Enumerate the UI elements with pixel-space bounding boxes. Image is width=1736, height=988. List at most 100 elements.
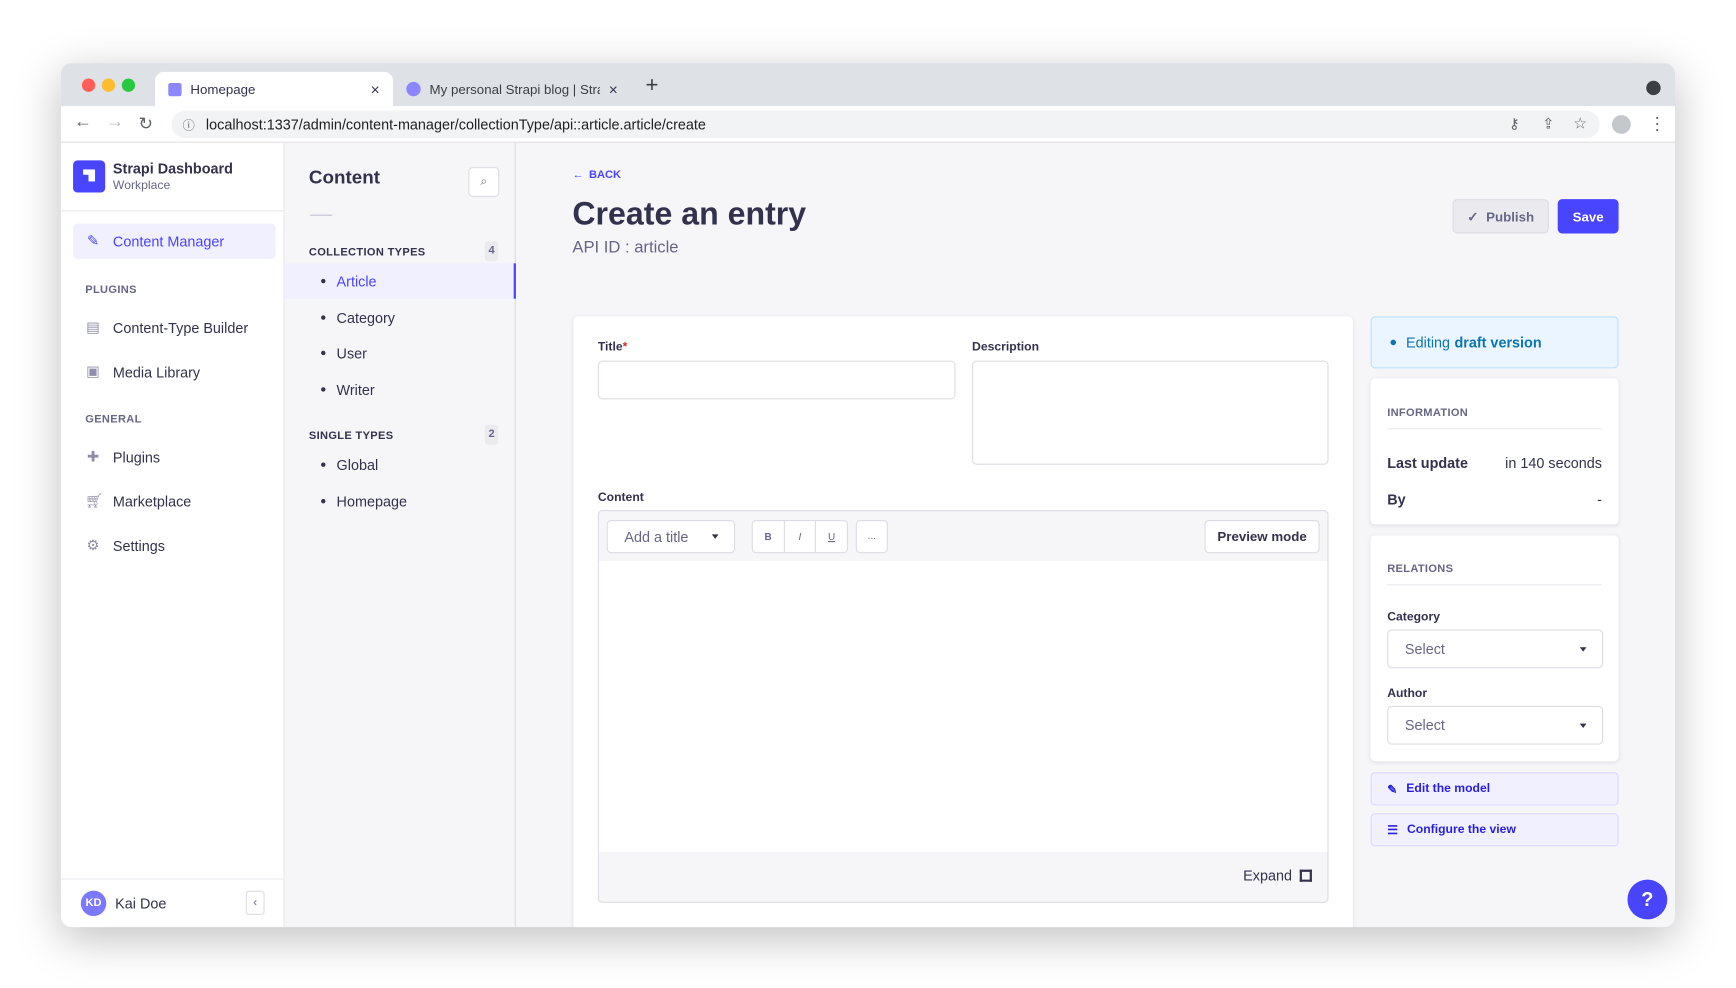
divider — [309, 214, 333, 216]
brand-subtitle: Workplace — [112, 179, 171, 193]
reload-icon[interactable]: ↻ — [138, 115, 154, 134]
browser-tab-homepage[interactable]: Homepage × — [154, 71, 394, 107]
list-item-label: Category — [336, 309, 395, 326]
list-item-label: Homepage — [336, 492, 407, 510]
close-window-button[interactable] — [81, 78, 96, 92]
panel-title: Content — [308, 167, 380, 189]
close-tab-icon[interactable]: × — [370, 80, 380, 98]
browser-tab-blog[interactable]: My personal Strapi blog | Strap × — [393, 72, 631, 106]
count-badge: 2 — [484, 424, 499, 445]
publish-button[interactable]: ✓ Publish — [1452, 199, 1549, 234]
close-tab-icon[interactable]: × — [608, 80, 618, 98]
forward-nav-icon[interactable]: → — [106, 112, 124, 132]
sidebar-item-media-library[interactable]: ▣ Media Library — [73, 354, 276, 389]
list-item-writer[interactable]: Writer — [285, 372, 516, 407]
tab-search-icon[interactable] — [1646, 80, 1661, 96]
image-icon: ▣ — [86, 362, 100, 380]
divider — [1387, 428, 1602, 430]
content-panel: Content ⌕ COLLECTION TYPES 4 Article Cat… — [284, 142, 516, 928]
more-options-button[interactable]: ... — [855, 520, 888, 554]
list-item-article[interactable]: Article — [284, 263, 516, 299]
draft-status-banner: Editing draft version — [1370, 316, 1619, 369]
heading-select[interactable]: Add a title — [606, 520, 736, 554]
last-update-label: Last update — [1387, 454, 1468, 472]
bold-button[interactable]: B — [753, 521, 785, 553]
pencil-icon: ✎ — [86, 232, 100, 249]
arrow-left-icon: ← — [572, 169, 584, 182]
search-icon: ⌕ — [480, 174, 488, 189]
user-name[interactable]: Kai Doe — [115, 895, 167, 912]
sidebar-item-plugins[interactable]: ✚ Plugins — [73, 439, 276, 474]
back-link[interactable]: ← BACK — [572, 169, 621, 181]
back-label: BACK — [588, 169, 621, 182]
sidebar-item-settings[interactable]: ⚙ Settings — [73, 528, 276, 563]
chevron-down-icon — [711, 534, 719, 539]
list-item-label: Global — [336, 456, 379, 473]
sidebar-item-label: Plugins — [112, 448, 161, 466]
url-field[interactable]: ⓘ localhost:1337/admin/content-manager/c… — [171, 110, 1600, 139]
profile-icon[interactable] — [1611, 115, 1631, 134]
configure-view-button[interactable]: ☰ Configure the view — [1370, 813, 1619, 847]
list-icon: ☰ — [1387, 823, 1399, 837]
list-item-label: Writer — [336, 381, 375, 398]
by-label: By — [1387, 491, 1406, 508]
list-item-homepage[interactable]: Homepage — [285, 483, 516, 518]
minimize-window-button[interactable] — [101, 78, 116, 92]
collapse-sidebar-button[interactable]: ‹ — [245, 890, 265, 915]
main-sidebar: Strapi Dashboard Workplace ✎ Content Man… — [60, 142, 285, 928]
tab-bar: Homepage × My personal Strapi blog | Str… — [60, 63, 1676, 107]
list-item-user[interactable]: User — [285, 335, 516, 370]
count-badge: 4 — [484, 241, 499, 262]
italic-button[interactable]: I — [785, 521, 817, 553]
description-label: Description — [972, 340, 1040, 355]
button-label: Configure the view — [1406, 823, 1516, 837]
author-label: Author — [1387, 687, 1428, 701]
author-select[interactable]: Select — [1387, 705, 1604, 745]
preview-mode-button[interactable]: Preview mode — [1204, 520, 1320, 554]
tab-title: Homepage — [190, 81, 256, 97]
new-tab-button[interactable]: + — [645, 73, 659, 98]
draft-strong: draft version — [1454, 334, 1542, 351]
list-item-category[interactable]: Category — [285, 300, 516, 335]
cart-icon: 🛒︎ — [85, 492, 104, 509]
status-dot-icon — [1390, 339, 1397, 346]
by-value: - — [1597, 491, 1602, 508]
list-item-label: User — [336, 344, 367, 362]
category-select[interactable]: Select — [1387, 629, 1604, 669]
sidebar-item-content-manager[interactable]: ✎ Content Manager — [73, 223, 276, 259]
sidebar-item-marketplace[interactable]: 🛒︎ Marketplace — [73, 483, 276, 518]
save-button[interactable]: Save — [1557, 199, 1619, 234]
page-title: Create an entry — [572, 196, 807, 233]
favicon-icon — [406, 81, 421, 97]
layout-icon: ▤ — [86, 318, 100, 336]
bookmark-star-icon[interactable]: ☆ — [1573, 113, 1588, 132]
back-nav-icon[interactable]: ← — [74, 112, 92, 132]
information-card: INFORMATION Last update in 140 seconds B… — [1370, 378, 1619, 525]
divider — [60, 878, 285, 880]
browser-window: Homepage × My personal Strapi blog | Str… — [60, 63, 1676, 928]
sidebar-item-label: Content Manager — [112, 232, 225, 250]
menu-kebab-icon[interactable]: ⋮ — [1648, 115, 1667, 134]
sidebar-item-content-type-builder[interactable]: ▤ Content-Type Builder — [73, 310, 276, 345]
strapi-logo-icon — [73, 160, 106, 193]
avatar[interactable]: KD — [80, 890, 107, 917]
description-textarea[interactable] — [972, 360, 1329, 465]
strapi-favicon-icon — [168, 82, 182, 96]
search-button[interactable]: ⌕ — [468, 167, 500, 197]
sidebar-item-label: Media Library — [112, 363, 201, 381]
expand-button[interactable]: Expand — [1243, 867, 1312, 884]
editor-body[interactable] — [598, 560, 1328, 852]
section-label-collection-types: COLLECTION TYPES — [308, 246, 426, 259]
title-input[interactable] — [597, 360, 956, 400]
list-item-global[interactable]: Global — [285, 447, 516, 482]
share-icon[interactable]: ⇪ — [1542, 115, 1555, 132]
maximize-window-button[interactable] — [121, 78, 136, 92]
underline-button[interactable]: U — [828, 531, 836, 543]
help-button[interactable]: ? — [1627, 879, 1668, 920]
edit-model-button[interactable]: ✎ Edit the model — [1370, 772, 1619, 806]
draft-prefix: Editing — [1406, 334, 1451, 351]
pencil-icon: ✎ — [1387, 782, 1398, 797]
chevron-down-icon — [1579, 723, 1587, 728]
key-icon[interactable]: ⚷ — [1508, 115, 1520, 132]
sidebar-item-label: Content-Type Builder — [112, 319, 249, 336]
